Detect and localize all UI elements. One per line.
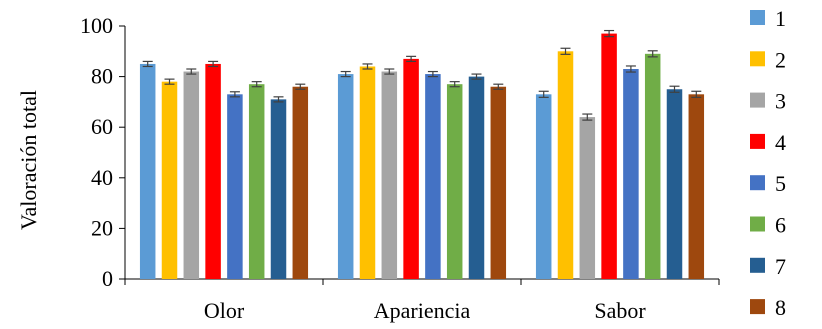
- bar-5-apariencia: [425, 74, 441, 279]
- legend: 1 2 3 4 5 6 7 8: [750, 6, 786, 320]
- y-tick-label: 40: [91, 165, 113, 190]
- bar-6-olor: [248, 84, 265, 279]
- legend-label-1: 1: [775, 6, 786, 31]
- legend-swatch-5: [750, 175, 765, 191]
- bar-1-sabor: [535, 94, 552, 279]
- bar-7-olor: [270, 99, 287, 280]
- bar-7-apariencia: [468, 76, 485, 279]
- bar-8-apariencia: [490, 86, 507, 279]
- y-tick-label: 80: [91, 64, 113, 89]
- y-tick-label: 60: [91, 114, 113, 139]
- x-tick-label: Apariencia: [374, 298, 471, 323]
- bar-6-sabor: [644, 53, 661, 279]
- bar-2-apariencia: [359, 66, 376, 279]
- bar-2-sabor: [557, 51, 574, 279]
- bar-8-olor: [292, 86, 309, 279]
- legend-swatch-4: [750, 133, 765, 149]
- bar-1-olor: [139, 63, 156, 280]
- bar-1-apariencia: [337, 74, 354, 279]
- legend-swatch-7: [750, 257, 765, 273]
- x-tick-label: Sabor: [594, 298, 646, 323]
- legend-label-2: 2: [775, 47, 786, 72]
- bar-5-sabor: [623, 69, 639, 279]
- y-tick-label: 0: [102, 266, 113, 291]
- legend-label-8: 8: [775, 295, 786, 320]
- y-axis-title: Valoración total: [16, 90, 41, 230]
- bar-3-olor: [183, 71, 200, 279]
- legend-label-6: 6: [775, 213, 786, 238]
- bar-7-sabor: [666, 89, 683, 279]
- bar-8-sabor: [688, 94, 705, 279]
- legend-label-3: 3: [775, 89, 786, 114]
- legend-swatch-3: [750, 92, 765, 108]
- bar-4-olor: [205, 63, 221, 280]
- legend-swatch-2: [750, 51, 765, 67]
- bar-4-apariencia: [403, 58, 419, 279]
- y-tick-label: 100: [80, 13, 113, 38]
- bar-5-olor: [227, 94, 243, 279]
- legend-label-4: 4: [775, 130, 786, 155]
- x-tick-label: Olor: [204, 298, 245, 323]
- legend-swatch-1: [750, 10, 765, 25]
- legend-label-7: 7: [775, 254, 786, 279]
- legend-swatch-8: [750, 299, 765, 315]
- bar-4-sabor: [601, 33, 617, 280]
- plot-area: 0 20 40 60 80 100 Olor Apariencia Sabor: [80, 13, 720, 323]
- bar-6-apariencia: [446, 84, 463, 279]
- bar-3-sabor: [579, 117, 596, 279]
- bar-3-apariencia: [381, 71, 398, 279]
- legend-label-5: 5: [775, 171, 786, 196]
- legend-swatch-6: [750, 216, 765, 232]
- y-tick-label: 20: [91, 215, 113, 240]
- bar-2-olor: [161, 81, 178, 279]
